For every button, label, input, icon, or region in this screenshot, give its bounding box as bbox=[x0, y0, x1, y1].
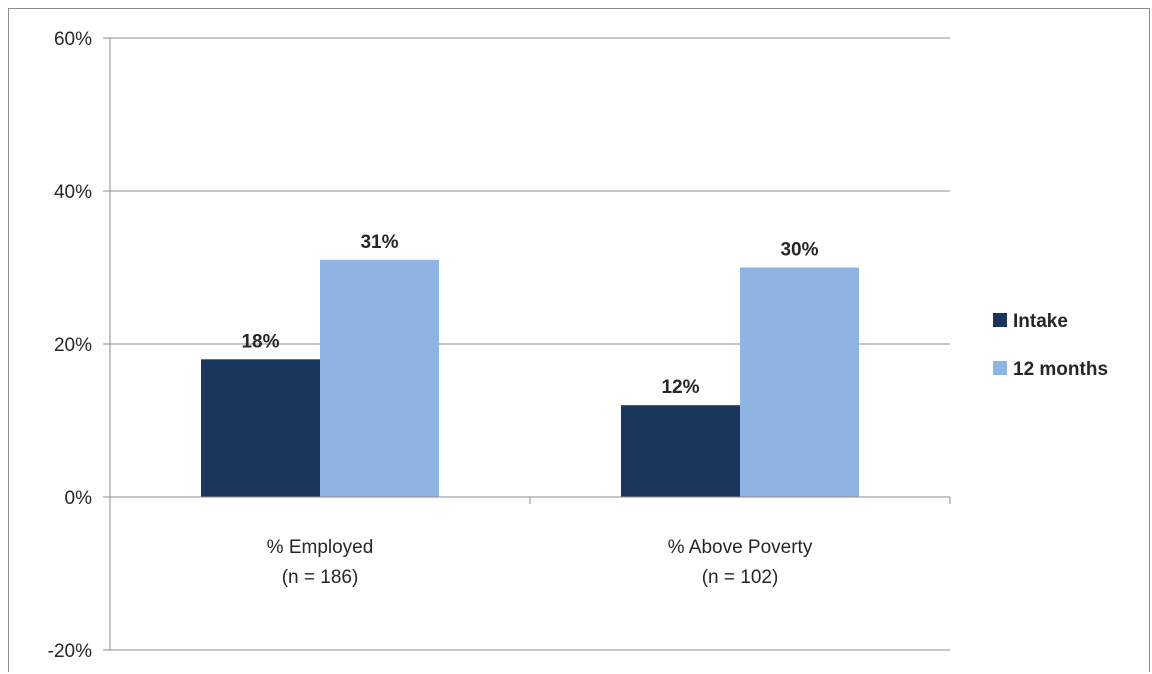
data-label: 18% bbox=[241, 331, 279, 352]
y-tick-label: 20% bbox=[54, 335, 92, 356]
category-label: % Employed bbox=[267, 537, 374, 558]
data-label: 30% bbox=[780, 240, 818, 261]
bar-intake bbox=[621, 405, 740, 497]
y-tick-label: 40% bbox=[54, 182, 92, 203]
legend-label: Intake bbox=[1013, 311, 1068, 332]
bars bbox=[201, 259, 859, 497]
y-tick-label: 0% bbox=[65, 488, 93, 509]
data-label: 12% bbox=[661, 377, 699, 398]
legend: Intake 12 months bbox=[993, 311, 1108, 380]
legend-swatch bbox=[993, 313, 1007, 327]
data-label: 31% bbox=[360, 232, 398, 253]
bar-12-months bbox=[740, 267, 859, 497]
y-tick-label: 60% bbox=[54, 29, 92, 50]
axes: -20% 0% 20% 40% 60% % Employed (n = 186) % Abov… bbox=[48, 29, 951, 662]
legend-swatch bbox=[993, 361, 1007, 375]
y-tick-label: -20% bbox=[48, 641, 92, 662]
category-sublabel: (n = 102) bbox=[702, 567, 779, 588]
category-label: % Above Poverty bbox=[668, 537, 813, 558]
legend-label: 12 months bbox=[1013, 359, 1108, 380]
category-sublabel: (n = 186) bbox=[282, 567, 359, 588]
data-labels: 18% 31% 12% 30% bbox=[241, 232, 818, 398]
bar-12-months bbox=[320, 259, 439, 497]
chart-frame bbox=[8, 8, 1150, 672]
bar-intake bbox=[201, 359, 320, 497]
